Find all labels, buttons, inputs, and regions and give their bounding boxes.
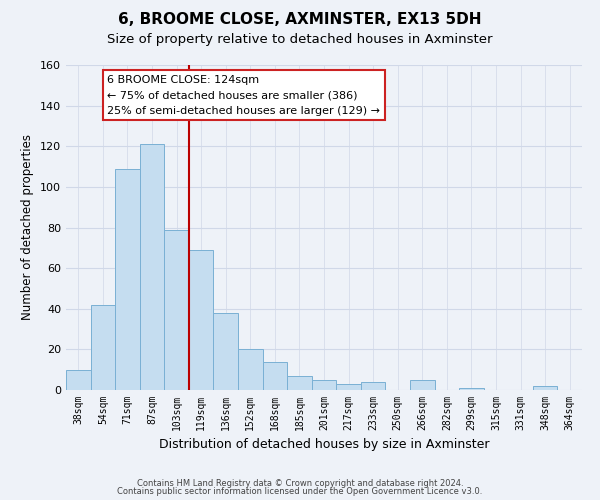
Bar [238,350,263,390]
Bar [533,386,557,390]
Bar [410,380,434,390]
Bar [312,380,336,390]
Bar [263,362,287,390]
Bar [164,230,189,390]
Bar [115,168,140,390]
Text: Contains HM Land Registry data © Crown copyright and database right 2024.: Contains HM Land Registry data © Crown c… [137,478,463,488]
Bar [66,370,91,390]
Bar [361,382,385,390]
Bar [459,388,484,390]
Bar [140,144,164,390]
Bar [287,376,312,390]
Text: Contains public sector information licensed under the Open Government Licence v3: Contains public sector information licen… [118,487,482,496]
Bar [91,304,115,390]
Y-axis label: Number of detached properties: Number of detached properties [22,134,34,320]
Bar [214,313,238,390]
Text: 6, BROOME CLOSE, AXMINSTER, EX13 5DH: 6, BROOME CLOSE, AXMINSTER, EX13 5DH [118,12,482,28]
Text: Size of property relative to detached houses in Axminster: Size of property relative to detached ho… [107,32,493,46]
Bar [189,250,214,390]
Bar [336,384,361,390]
X-axis label: Distribution of detached houses by size in Axminster: Distribution of detached houses by size … [159,438,489,452]
Text: 6 BROOME CLOSE: 124sqm
← 75% of detached houses are smaller (386)
25% of semi-de: 6 BROOME CLOSE: 124sqm ← 75% of detached… [107,74,380,116]
